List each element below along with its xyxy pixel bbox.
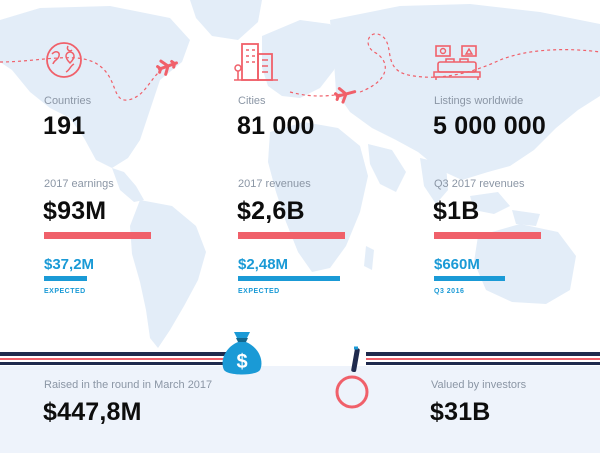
stat-label-q3-revenues: Q3 2017 revenues — [434, 178, 525, 190]
stat-label-listings: Listings worldwide — [434, 95, 524, 107]
raised-value: $447,8M — [43, 398, 142, 426]
city-buildings-icon — [234, 43, 278, 81]
q3-2016-note: Q3 2016 — [434, 288, 465, 295]
stat-label-countries: Countries — [44, 95, 92, 107]
raised-label: Raised in the round in March 2017 — [44, 379, 213, 391]
revenues-expected-bar — [238, 276, 340, 281]
svg-text:$: $ — [236, 351, 247, 373]
earnings-expected-value: $37,2M — [44, 256, 95, 273]
q3-2016-value: $660M — [434, 256, 480, 273]
stat-value-cities: 81 000 — [237, 112, 315, 140]
q3-revenues-bar — [434, 232, 541, 239]
earnings-expected-bar — [44, 276, 87, 281]
stat-label-revenues: 2017 revenues — [238, 178, 311, 190]
globe-pin-icon — [46, 42, 82, 78]
stat-label-cities: Cities — [238, 95, 266, 107]
stat-value-revenues: $2,6B — [237, 197, 305, 225]
revenues-expected-value: $2,48M — [238, 256, 289, 273]
q3-2016-bar — [434, 276, 505, 281]
magnifier-icon — [335, 346, 369, 409]
stat-value-countries: 191 — [43, 112, 86, 140]
valued-value: $31B — [430, 398, 491, 426]
stat-value-q3-revenues: $1B — [433, 197, 480, 225]
bed-room-icon — [433, 45, 481, 80]
stat-label-earnings: 2017 earnings — [44, 178, 114, 190]
money-bag-icon: $ — [222, 332, 262, 375]
earnings-expected-note: EXPECTED — [44, 288, 86, 295]
stat-value-listings: 5 000 000 — [433, 112, 547, 140]
valued-label: Valued by investors — [431, 379, 527, 391]
revenues-expected-note: EXPECTED — [238, 288, 280, 295]
earnings-bar — [44, 232, 151, 239]
revenues-bar — [238, 232, 345, 239]
stat-value-earnings: $93M — [43, 197, 107, 225]
